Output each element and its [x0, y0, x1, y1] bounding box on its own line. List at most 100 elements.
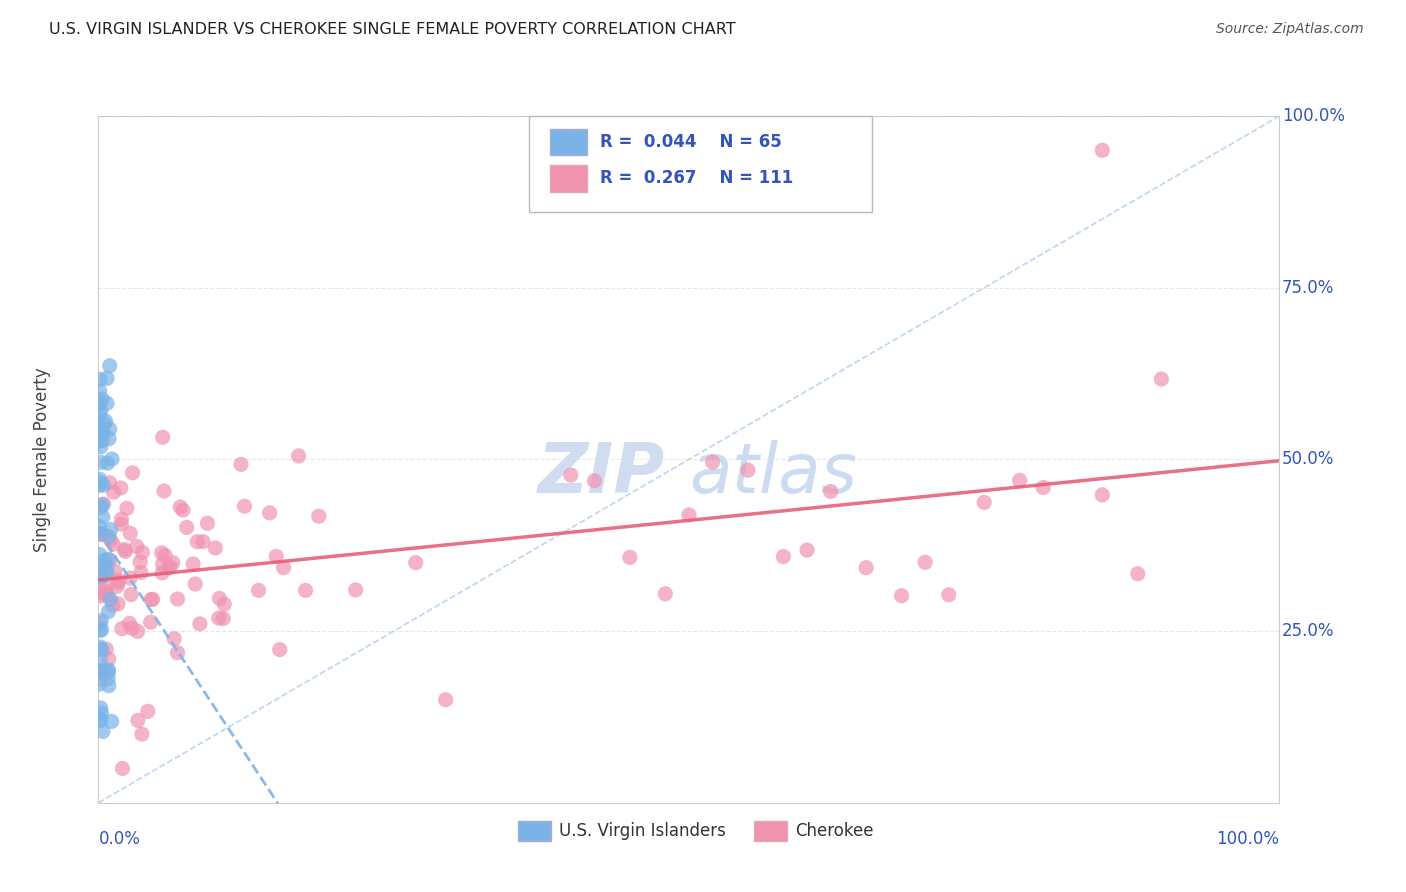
Point	[737, 463, 759, 477]
Point	[287, 449, 309, 463]
Point	[97, 663, 120, 677]
Point	[91, 392, 114, 406]
Point	[91, 527, 114, 541]
Point	[914, 555, 936, 569]
Point	[212, 611, 235, 625]
Point	[405, 556, 427, 570]
Point	[98, 475, 121, 490]
Text: 25.0%: 25.0%	[1282, 622, 1334, 640]
Point	[89, 677, 111, 691]
Point	[150, 566, 173, 580]
Point	[152, 430, 174, 444]
Point	[89, 672, 111, 686]
Point	[772, 549, 794, 564]
Text: Source: ZipAtlas.com: Source: ZipAtlas.com	[1216, 22, 1364, 37]
Point	[702, 455, 724, 469]
Point	[150, 546, 173, 560]
Point	[96, 566, 118, 580]
Point	[89, 384, 111, 398]
Point	[89, 519, 111, 533]
Point	[114, 544, 136, 558]
Point	[89, 525, 111, 540]
Point	[188, 616, 211, 631]
Point	[129, 555, 152, 569]
Point	[89, 663, 111, 677]
Point	[197, 516, 219, 531]
Point	[97, 652, 120, 666]
Point	[273, 560, 295, 574]
Point	[89, 472, 111, 486]
Point	[96, 371, 118, 385]
Point	[90, 455, 112, 469]
Point	[264, 549, 287, 564]
Point	[89, 564, 111, 578]
Point	[91, 498, 114, 512]
Point	[186, 534, 208, 549]
Point	[89, 408, 111, 422]
Point	[796, 543, 818, 558]
Point	[90, 425, 112, 439]
Point	[107, 575, 129, 590]
Point	[101, 599, 124, 613]
Point	[153, 483, 176, 498]
Point	[654, 587, 676, 601]
Point	[94, 580, 117, 594]
Point	[89, 396, 111, 410]
Point	[294, 583, 316, 598]
Point	[247, 583, 270, 598]
Point	[162, 556, 184, 570]
Point	[229, 458, 252, 472]
Point	[176, 520, 198, 534]
FancyBboxPatch shape	[517, 822, 551, 840]
Point	[90, 586, 112, 600]
Point	[93, 478, 115, 492]
Point	[89, 420, 111, 434]
Point	[120, 526, 142, 541]
Point	[89, 478, 111, 492]
Point	[104, 564, 127, 578]
Point	[890, 589, 912, 603]
Point	[1091, 488, 1114, 502]
Point	[121, 621, 143, 635]
Point	[96, 396, 118, 410]
Point	[344, 582, 367, 597]
Point	[114, 542, 136, 557]
Point	[191, 534, 214, 549]
Point	[169, 500, 191, 514]
Point	[129, 566, 152, 580]
Point	[89, 624, 111, 638]
Point	[1091, 143, 1114, 157]
Point	[1126, 566, 1149, 581]
Point	[97, 679, 120, 693]
Point	[100, 533, 122, 548]
Point	[97, 665, 120, 679]
Text: R =  0.267    N = 111: R = 0.267 N = 111	[600, 169, 793, 187]
Point	[121, 466, 143, 480]
Point	[90, 440, 112, 454]
Point	[855, 560, 877, 574]
Point	[91, 433, 114, 447]
Text: 50.0%: 50.0%	[1282, 450, 1334, 468]
Text: 0.0%: 0.0%	[98, 830, 141, 848]
Point	[131, 727, 153, 741]
Point	[90, 642, 112, 657]
Point	[269, 642, 291, 657]
Point	[127, 714, 149, 728]
Point	[90, 475, 112, 490]
Point	[98, 422, 121, 436]
Point	[619, 550, 641, 565]
Point	[89, 434, 111, 449]
Point	[98, 359, 121, 373]
Point	[91, 425, 114, 440]
Point	[90, 570, 112, 584]
Point	[100, 523, 122, 537]
Point	[94, 664, 117, 678]
Point	[181, 557, 204, 571]
Point	[111, 762, 134, 776]
Text: ZIP: ZIP	[538, 440, 665, 507]
Point	[973, 495, 995, 509]
Point	[94, 414, 117, 428]
Text: U.S. VIRGIN ISLANDER VS CHEROKEE SINGLE FEMALE POVERTY CORRELATION CHART: U.S. VIRGIN ISLANDER VS CHEROKEE SINGLE …	[49, 22, 735, 37]
Point	[97, 552, 120, 566]
Point	[96, 584, 118, 599]
